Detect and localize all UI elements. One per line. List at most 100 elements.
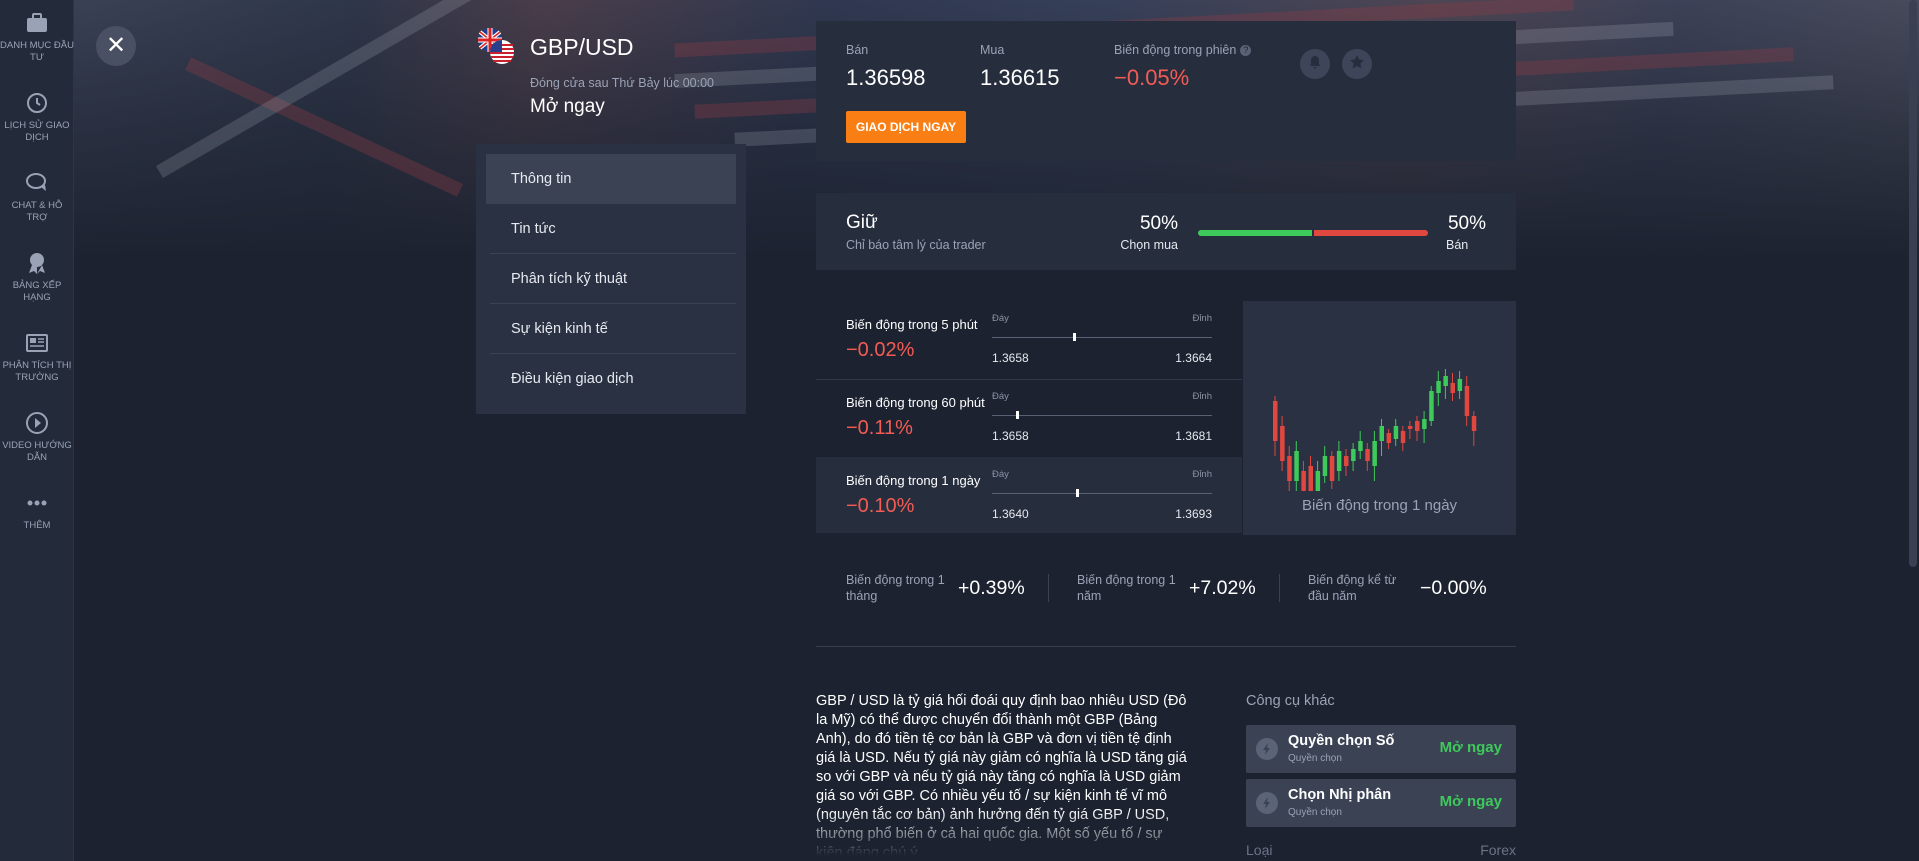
range-change: −0.02% — [846, 339, 915, 361]
candle-body — [1358, 441, 1363, 451]
nav-leaderboard[interactable]: BẢNG XẾP HẠNG — [0, 250, 74, 304]
stat-label-ytd: Biến động kể từ đầu năm — [1308, 573, 1397, 603]
sell-label: Bán — [846, 43, 869, 57]
range-marker — [1073, 333, 1077, 341]
candle-body — [1386, 433, 1392, 443]
stat-value-1-month: +0.39% — [958, 577, 1025, 599]
sentiment-bar-sell — [1314, 230, 1428, 236]
candle-body — [1344, 456, 1349, 466]
buy-percent: 50% — [1139, 213, 1178, 234]
award-icon — [24, 250, 50, 276]
range-high: 1.3664 — [1175, 351, 1212, 365]
favorite-button[interactable] — [1342, 49, 1372, 79]
buy-price: 1.36615 — [980, 65, 1060, 90]
menu-item-news[interactable]: Tin tức — [511, 221, 556, 237]
info-side-menu: Thông tin Tin tức Phân tích kỹ thuật Sự … — [476, 144, 746, 414]
range-track — [992, 337, 1212, 338]
tool-open-link[interactable]: Mở ngay — [1439, 739, 1502, 756]
sentiment-title: Giữ — [846, 212, 878, 233]
nav-label: THÊM — [23, 520, 51, 531]
range-title: Biến động trong 1 ngày — [846, 473, 981, 488]
currency-pair-flag-icon — [476, 26, 516, 66]
close-button[interactable]: ✕ — [96, 26, 136, 66]
range-high: 1.3693 — [1175, 507, 1212, 521]
type-label: Loại — [1246, 842, 1273, 858]
candle-body — [1372, 441, 1377, 466]
other-tools-title: Công cụ khác — [1246, 693, 1335, 709]
nav-label: DANH MỤC ĐẦU TƯ — [0, 40, 74, 63]
nav-label: PHÂN TÍCH THỊ TRƯỜNG — [2, 360, 72, 383]
candle-body — [1329, 456, 1335, 481]
candle-body — [1436, 381, 1441, 393]
candle-body — [1273, 401, 1278, 441]
sentiment-subtitle: Chỉ báo tâm lý của trader — [846, 238, 986, 252]
left-nav: DANH MỤC ĐẦU TƯ LỊCH SỬ GIAO DỊCH CHAT &… — [0, 0, 74, 861]
candle-body — [1308, 466, 1313, 501]
candle-body — [1301, 471, 1306, 501]
session-change-text: Biến động trong phiên — [1114, 43, 1237, 57]
daily-chart-thumbnail[interactable]: Biến động trong 1 ngày — [1243, 301, 1516, 535]
market-status: Mở ngay — [530, 96, 605, 117]
menu-item-technical-analysis[interactable]: Phân tích kỹ thuật — [511, 271, 628, 287]
nav-label: VIDEO HƯỚNG DẪN — [2, 440, 72, 463]
tool-card-binary-options[interactable]: Chọn Nhị phân Quyền chọn Mở ngay — [1246, 779, 1516, 827]
range-high-label: Đỉnh — [1192, 313, 1212, 324]
nav-trade-history[interactable]: LỊCH SỬ GIAO DỊCH — [0, 90, 74, 144]
nav-label: BẢNG XẾP HẠNG — [12, 280, 62, 303]
candle-body — [1365, 449, 1370, 461]
range-high: 1.3681 — [1175, 429, 1212, 443]
nav-portfolio[interactable]: DANH MỤC ĐẦU TƯ — [0, 10, 74, 64]
nav-more[interactable]: THÊM — [0, 490, 74, 532]
nav-label: CHAT & HỖ TRỢ — [11, 200, 63, 223]
candle-body — [1379, 426, 1384, 441]
page-scrollbar[interactable] — [1909, 0, 1917, 567]
tool-open-link[interactable]: Mở ngay — [1439, 793, 1502, 810]
menu-item-economic-events[interactable]: Sự kiện kinh tế — [511, 321, 608, 337]
tool-card-digital-options[interactable]: Quyền chọn Số Quyền chọn Mở ngay — [1246, 725, 1516, 773]
stat-label-1-year: Biến động trong 1 năm — [1077, 573, 1176, 603]
lightning-icon — [1256, 738, 1278, 760]
range-row-1day: Biến động trong 1 ngày −0.10% Đáy Đỉnh 1… — [816, 457, 1242, 533]
candlestick-chart — [1273, 369, 1477, 509]
candle-body — [1336, 451, 1342, 471]
menu-item-trading-conditions[interactable]: Điều kiện giao dịch — [511, 371, 634, 387]
range-title: Biến động trong 5 phút — [846, 317, 978, 332]
range-track — [992, 493, 1212, 494]
trade-now-button[interactable]: GIAO DỊCH NGAY — [846, 111, 966, 143]
menu-item-info[interactable]: Thông tin — [486, 154, 736, 204]
session-change-label: Biến động trong phiên? — [1114, 43, 1252, 57]
nav-label: LỊCH SỬ GIAO DỊCH — [4, 120, 70, 143]
close-icon: ✕ — [105, 32, 127, 59]
stat-label-1-month: Biến động trong 1 tháng — [846, 573, 945, 603]
range-title: Biến động trong 60 phút — [846, 395, 985, 410]
session-change-value: −0.05% — [1114, 65, 1190, 90]
type-value: Forex — [1480, 842, 1516, 858]
range-low-label: Đáy — [992, 391, 1009, 402]
stat-value-1-year: +7.02% — [1189, 577, 1256, 599]
buy-label: Mua — [980, 43, 1005, 57]
nav-video-tutorials[interactable]: VIDEO HƯỚNG DẪN — [0, 410, 74, 464]
lightning-icon — [1256, 792, 1278, 814]
chart-caption: Biến động trong 1 ngày — [1301, 497, 1458, 514]
candle-body — [1429, 391, 1434, 421]
candle-body — [1294, 451, 1299, 481]
candle-body — [1407, 426, 1413, 429]
menu-divider — [490, 353, 736, 354]
candle-body — [1415, 421, 1420, 431]
candle-body — [1450, 383, 1455, 393]
play-icon — [24, 410, 50, 436]
nav-chat-support[interactable]: CHAT & HỖ TRỢ — [0, 170, 74, 224]
info-icon[interactable]: ? — [1240, 45, 1252, 57]
buy-percent-label: Chọn mua — [1120, 238, 1178, 252]
candle-body — [1471, 416, 1477, 431]
price-card: Bán 1.36598 Mua 1.36615 Biến động trong … — [816, 21, 1516, 161]
range-high-label: Đỉnh — [1192, 391, 1212, 402]
instrument-type-row: Loại Forex — [1246, 842, 1516, 858]
sell-price: 1.36598 — [846, 65, 926, 90]
alert-button[interactable] — [1300, 49, 1330, 79]
row-divider — [816, 379, 1242, 380]
tool-name: Chọn Nhị phân — [1288, 787, 1392, 803]
range-change: −0.10% — [846, 495, 915, 517]
nav-market-analysis[interactable]: PHÂN TÍCH THỊ TRƯỜNG — [0, 330, 74, 384]
range-low-label: Đáy — [992, 313, 1009, 324]
